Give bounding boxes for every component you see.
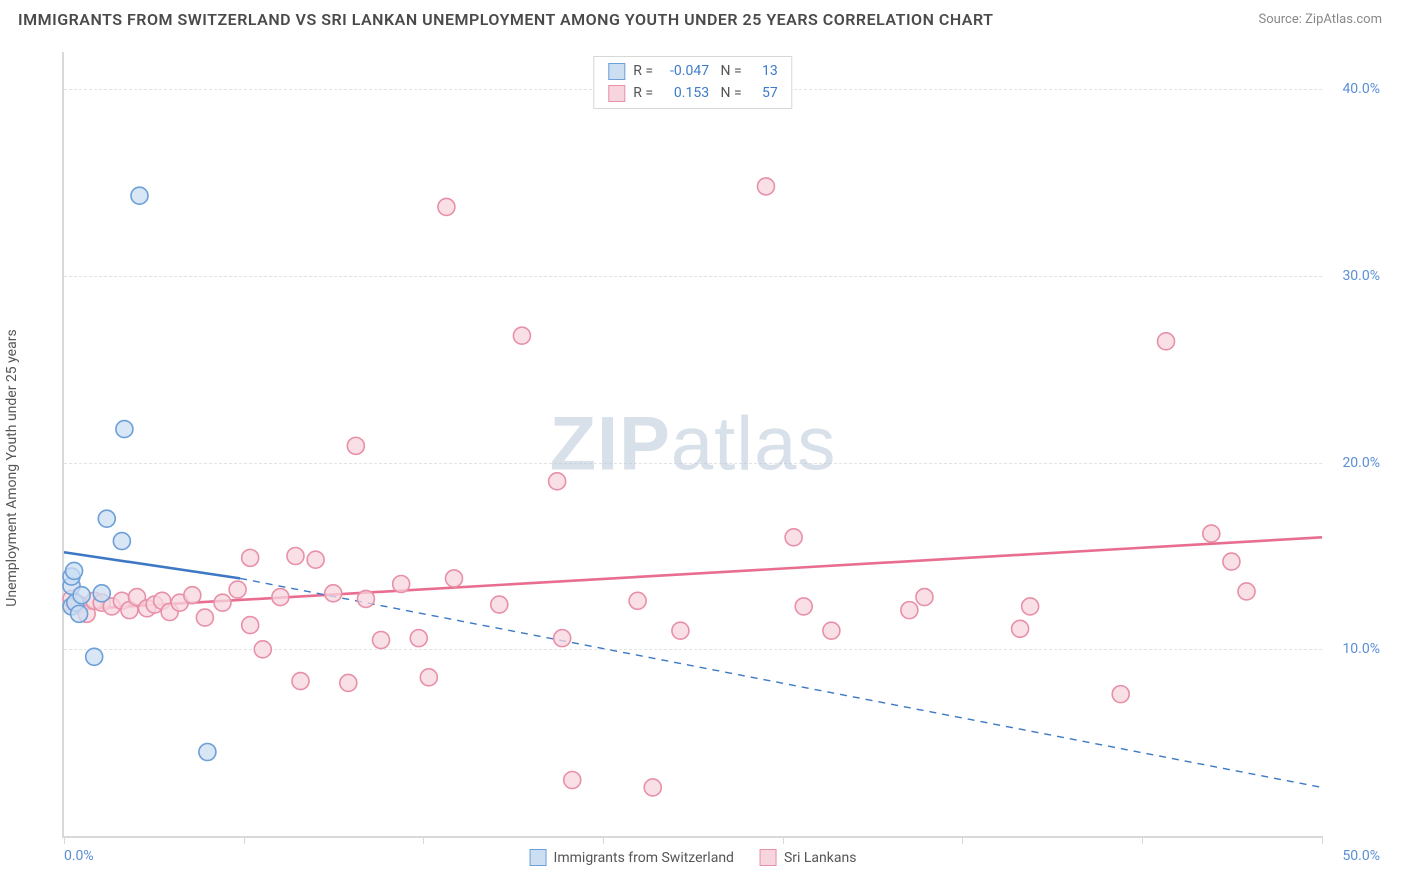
y-axis-label: Unemployment Among Youth under 25 years (4, 329, 20, 606)
chart-svg (64, 52, 1322, 836)
swatch-switzerland-icon (608, 63, 625, 80)
correlation-chart: Unemployment Among Youth under 25 years … (18, 40, 1386, 880)
legend-row-switzerland: R =-0.047 N =13 (608, 61, 777, 83)
swatch-switzerland-icon (530, 849, 547, 866)
y-tick-label: 30.0% (1342, 268, 1380, 284)
plot-area: ZIPatlas R =-0.047 N =13 R =0.153 N =57 … (62, 52, 1322, 838)
page-title: IMMIGRANTS FROM SWITZERLAND VS SRI LANKA… (18, 10, 993, 29)
source-label: Source: ZipAtlas.com (1258, 12, 1382, 27)
y-tick-label: 10.0% (1342, 641, 1380, 657)
x-tick-min: 0.0% (64, 848, 94, 864)
swatch-srilankan-icon (760, 849, 777, 866)
legend-item-srilankan: Sri Lankans (760, 849, 857, 866)
y-tick-label: 20.0% (1342, 455, 1380, 471)
x-tick-max: 50.0% (1342, 848, 1380, 864)
y-tick-label: 40.0% (1342, 81, 1380, 97)
series-legend: Immigrants from Switzerland Sri Lankans (530, 849, 857, 866)
legend-item-switzerland: Immigrants from Switzerland (530, 849, 734, 866)
swatch-srilankan-icon (608, 85, 625, 102)
legend-row-srilankan: R =0.153 N =57 (608, 83, 777, 105)
correlation-legend: R =-0.047 N =13 R =0.153 N =57 (593, 56, 792, 109)
